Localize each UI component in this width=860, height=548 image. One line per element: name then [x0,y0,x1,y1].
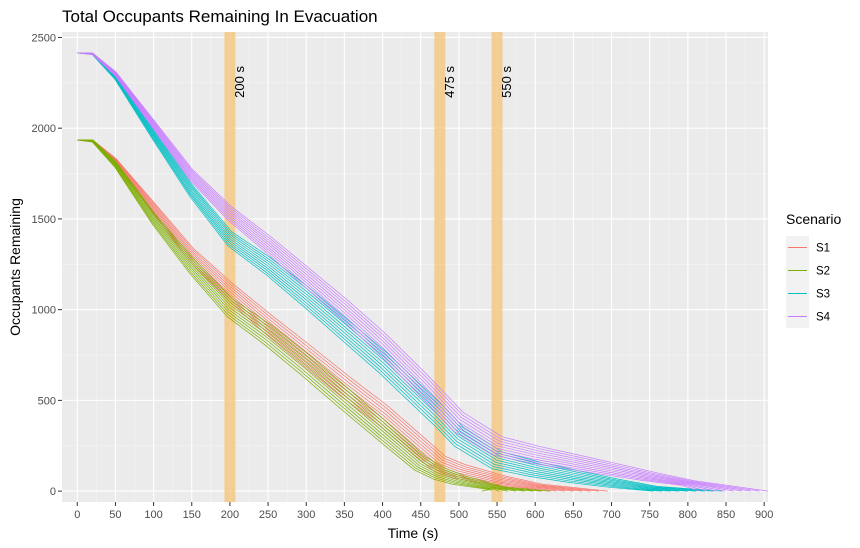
y-tick-label: 2500 [32,32,56,44]
x-tick-label: 500 [450,509,468,521]
legend-label: S2 [816,266,830,278]
legend-label: S3 [816,289,830,301]
grid-minor [62,32,768,502]
x-tick-label: 700 [602,509,620,521]
marker-label: 200 s [232,66,247,98]
series-line-s4 [77,52,769,492]
series-line-s1 [77,139,565,492]
chart-title: Total Occupants Remaining In Evacuation [62,7,378,26]
series-line-s4 [77,52,708,492]
series-line-s4 [77,52,700,492]
series-line-s4 [77,52,726,492]
x-tick-label: 400 [373,509,391,521]
series-line-s4 [77,52,734,492]
marker-band [434,32,446,502]
y-tick-label: 1500 [32,214,56,226]
x-tick-label: 50 [109,509,121,521]
x-tick-label: 250 [259,509,277,521]
series-line-s3 [77,52,663,492]
plot-panel [62,32,768,502]
x-tick-label: 150 [183,509,201,521]
series-line-s2 [77,139,491,492]
series-s2 [77,139,551,492]
series-line-s2 [77,139,517,492]
x-tick-label: 750 [641,509,659,521]
marker-label: 475 s [442,66,457,98]
series-line-s1 [77,139,608,492]
series-line-s2 [77,139,500,492]
marker-labels: 200 s 475 s 550 s [232,66,514,98]
x-tick-label: 100 [144,509,162,521]
y-tick-label: 1000 [32,305,56,317]
x-tick-label: 0 [74,509,80,521]
series-line-s4 [77,52,717,492]
x-tick-label: 900 [755,509,773,521]
x-axis: 0 50 100 150 200 250 300 350 400 450 500 550 600 650 7… [74,502,773,521]
y-tick-label: 500 [38,395,56,407]
series-line-s3 [77,52,671,492]
series-line-s1 [77,139,583,492]
series-line-s3 [77,52,654,492]
legend-label: S4 [816,312,831,324]
x-tick-label: 350 [335,509,353,521]
y-tick-label: 0 [50,486,56,498]
marker-band [224,32,236,502]
series-line-s2 [77,139,551,492]
series-line-s2 [77,139,508,492]
series-s4 [77,52,769,492]
vertical-markers [224,32,503,502]
series-line-s2 [77,139,542,492]
series-s1 [77,139,608,492]
x-tick-label: 200 [221,509,239,521]
marker-band [491,32,503,502]
series-line-s2 [77,139,534,492]
y-axis: 0 500 1000 1500 2000 2500 [32,32,62,498]
series-line-s4 [77,52,760,492]
legend-title: Scenario [786,211,841,227]
x-tick-label: 650 [564,509,582,521]
series-line-s1 [77,139,591,492]
x-tick-label: 600 [526,509,544,521]
x-tick-label: 300 [297,509,315,521]
series-line-s3 [77,52,688,492]
x-tick-label: 850 [717,509,735,521]
series-line-s1 [77,139,574,492]
x-tick-label: 450 [412,509,430,521]
series-line-s3 [77,52,680,492]
y-tick-label: 2000 [32,123,56,135]
legend: Scenario S1 S2 S3 S4 [786,211,841,328]
y-axis-title: Occupants Remaining [7,198,23,336]
x-tick-label: 550 [488,509,506,521]
marker-label: 550 s [499,66,514,98]
series-line-s3 [77,52,697,492]
series-line-s1 [77,139,600,492]
grid-major [62,32,768,502]
x-axis-title: Time (s) [388,525,439,541]
series-line-s3 [77,52,714,492]
series-s3 [77,52,723,492]
legend-label: S1 [816,243,830,255]
series-line-s2 [77,139,492,492]
series-line-s4 [77,52,751,492]
x-tick-label: 800 [679,509,697,521]
series-line-s2 [77,139,525,492]
series-line-s3 [77,52,706,492]
series-line-s4 [77,52,743,492]
series-layer [77,52,769,492]
